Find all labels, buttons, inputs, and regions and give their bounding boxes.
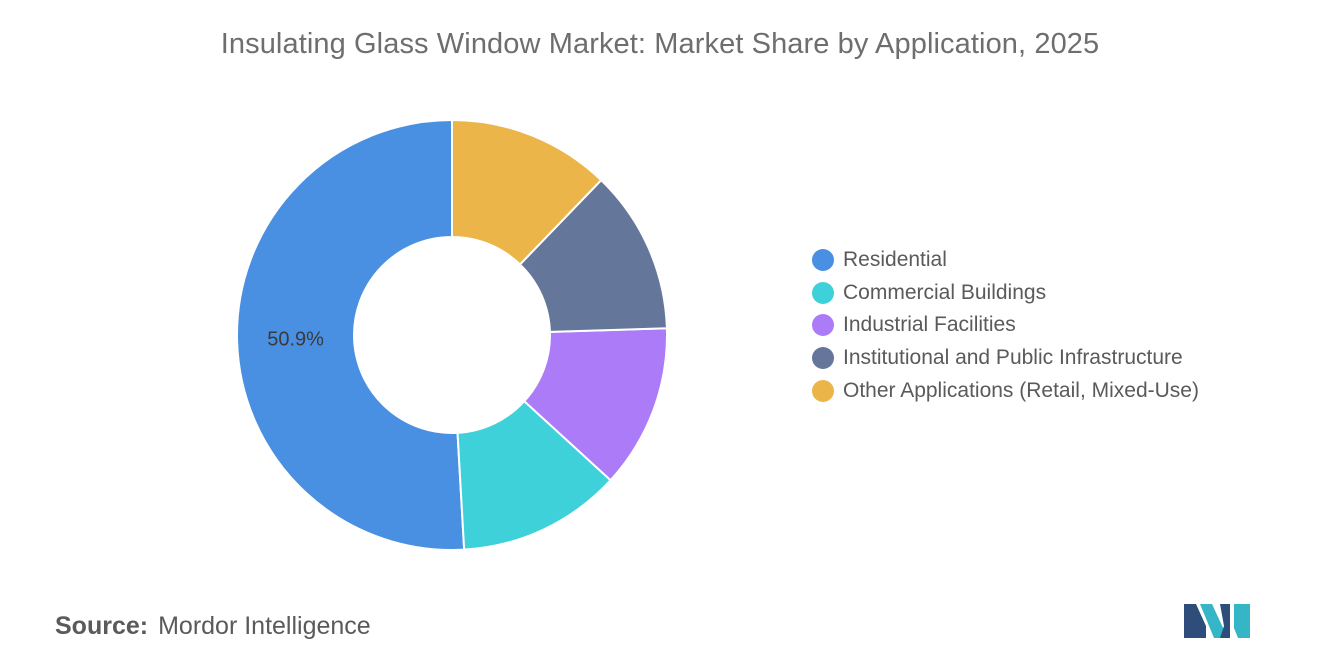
donut-slice-residential (235, 118, 466, 551)
donut-slice-other-applications-retail-mixed-use (451, 118, 603, 266)
legend-item: Commercial Buildings (812, 277, 1199, 310)
legend-label: Commercial Buildings (843, 280, 1047, 304)
source-value: Mordor Intelligence (158, 612, 371, 640)
legend-swatch (812, 249, 834, 272)
legend-swatch (812, 347, 834, 370)
legend-label: Industrial Facilities (843, 313, 1016, 337)
legend-swatch (812, 314, 834, 337)
legend-item: Residential (812, 244, 1199, 277)
chart-title: Insulating Glass Window Market: Market S… (220, 28, 1100, 60)
legend-swatch (812, 281, 834, 304)
chart-legend: Residential Commercial Buildings Industria… (812, 244, 1199, 407)
legend-item: Industrial Facilities (812, 309, 1199, 342)
mordor-intelligence-logo-icon (1184, 604, 1250, 638)
legend-item: Other Applications (Retail, Mixed-Use) (812, 374, 1199, 407)
source-note: Source: Mordor Intelligence (55, 612, 371, 641)
legend-label: Other Applications (Retail, Mixed-Use) (843, 378, 1199, 402)
legend-label: Residential (843, 248, 947, 272)
legend-label: Institutional and Public Infrastructure (843, 346, 1183, 370)
source-label: Source: (55, 612, 149, 640)
legend-swatch (812, 379, 834, 402)
donut-data-label: 50.9% (267, 328, 324, 350)
legend-item: Institutional and Public Infrastructure (812, 342, 1199, 375)
